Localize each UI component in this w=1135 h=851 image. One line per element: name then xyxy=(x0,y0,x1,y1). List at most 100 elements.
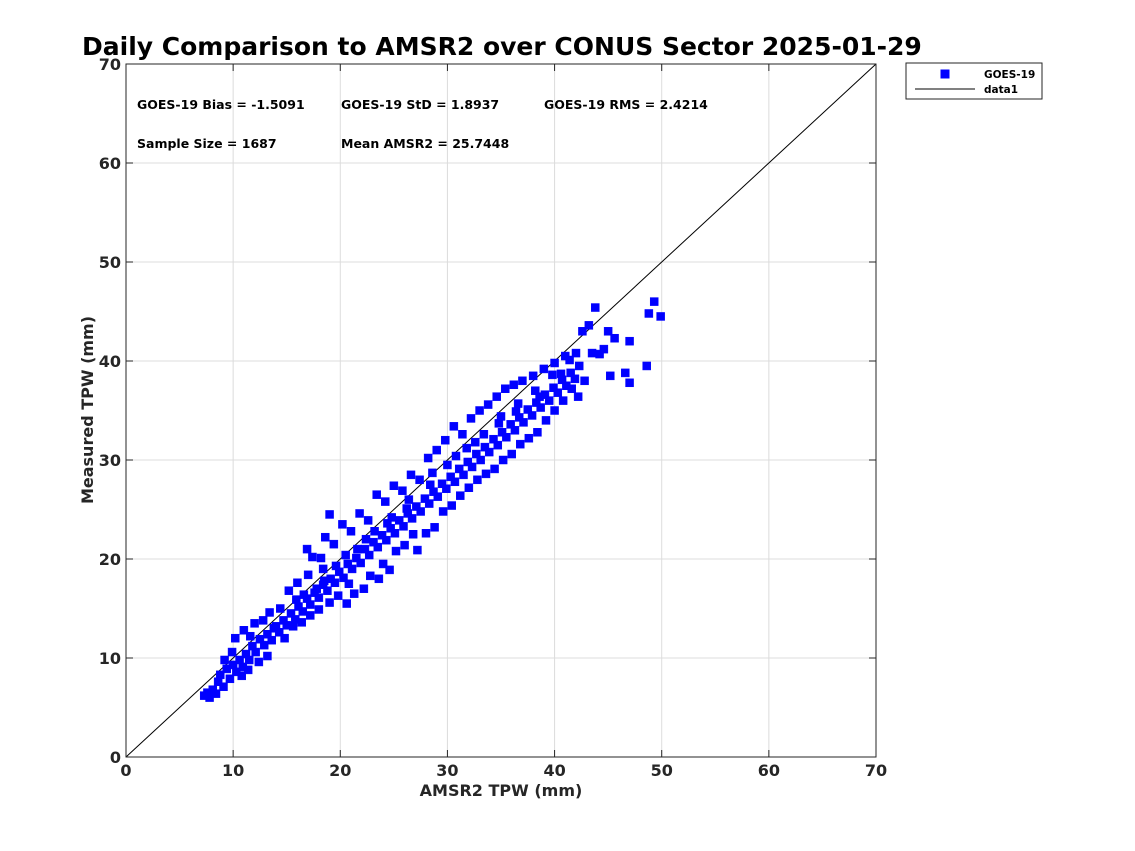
data-point xyxy=(359,584,369,593)
x-tick-label: 40 xyxy=(543,761,565,780)
data-point xyxy=(280,633,289,643)
data-point xyxy=(578,327,587,336)
data-point xyxy=(254,657,264,667)
y-tick-label: 10 xyxy=(99,649,121,668)
data-point xyxy=(406,470,416,480)
data-point xyxy=(433,492,443,501)
data-point xyxy=(302,544,312,554)
data-point xyxy=(372,490,381,499)
legend-marker-goes19 xyxy=(940,69,950,79)
data-point xyxy=(610,333,619,343)
data-point xyxy=(430,523,439,532)
data-point xyxy=(454,464,464,474)
data-point xyxy=(269,624,279,633)
y-axis-label: Measured TPW (mm) xyxy=(78,316,97,504)
data-point xyxy=(284,586,294,595)
data-point xyxy=(344,579,354,588)
data-point xyxy=(373,542,383,552)
data-point xyxy=(299,590,309,599)
axes-box xyxy=(125,63,877,758)
data-point xyxy=(424,499,434,508)
data-point xyxy=(303,570,313,580)
y-tick-label: 30 xyxy=(99,451,121,470)
data-point xyxy=(498,455,508,465)
data-point xyxy=(565,355,574,365)
legend-label-data1: data1 xyxy=(984,84,1018,96)
data-point xyxy=(331,561,341,571)
data-point xyxy=(507,449,516,459)
data-point xyxy=(400,540,409,550)
data-point xyxy=(574,361,584,371)
stat-std: GOES-19 StD = 1.8937 xyxy=(341,97,499,112)
data-point xyxy=(442,484,451,493)
data-point xyxy=(329,539,339,549)
data-point xyxy=(603,327,613,336)
y-tick-label: 20 xyxy=(99,550,121,569)
data-point xyxy=(220,655,229,665)
data-point xyxy=(441,435,450,445)
data-point xyxy=(566,368,575,378)
data-point xyxy=(333,591,343,600)
data-point xyxy=(510,426,520,435)
x-tick-label: 70 xyxy=(865,761,887,780)
data-point xyxy=(325,510,334,519)
data-point xyxy=(472,449,481,459)
data-point xyxy=(490,464,499,474)
stat-bias: GOES-19 Bias = -1.5091 xyxy=(137,97,305,112)
data-point xyxy=(591,303,600,312)
data-point xyxy=(349,589,359,598)
data-point xyxy=(466,414,476,423)
data-point xyxy=(391,546,401,556)
data-point xyxy=(428,468,437,478)
data-point xyxy=(518,376,527,386)
legend: GOES-19 data1 xyxy=(905,62,1043,100)
data-point xyxy=(649,297,659,306)
chart-title: Daily Comparison to AMSR2 over CONUS Sec… xyxy=(82,32,922,61)
data-point xyxy=(463,457,473,467)
data-point xyxy=(450,477,460,487)
data-point xyxy=(475,406,484,415)
y-tick-label: 50 xyxy=(99,253,121,272)
data-point xyxy=(642,361,651,371)
data-point xyxy=(449,422,459,431)
scatter-points xyxy=(199,297,665,702)
x-tick-label: 30 xyxy=(436,761,458,780)
identity-line xyxy=(125,63,877,758)
data-point xyxy=(523,405,533,414)
data-point xyxy=(489,434,498,444)
data-point xyxy=(325,598,334,607)
data-point xyxy=(306,611,315,620)
data-point xyxy=(467,462,477,472)
data-point xyxy=(458,430,467,439)
data-point xyxy=(501,384,510,393)
data-point xyxy=(556,369,566,379)
data-point xyxy=(528,371,538,381)
data-point xyxy=(339,573,348,583)
data-point xyxy=(239,626,249,635)
data-point xyxy=(413,545,422,555)
data-point xyxy=(364,550,374,560)
data-point xyxy=(451,451,461,461)
data-point xyxy=(421,529,431,538)
data-point xyxy=(573,392,583,401)
data-point xyxy=(363,516,373,525)
data-point xyxy=(355,509,364,518)
data-point xyxy=(399,522,408,531)
data-point xyxy=(265,608,274,617)
data-point xyxy=(539,364,549,374)
data-point xyxy=(571,348,581,358)
data-point xyxy=(293,578,302,588)
x-tick-label: 10 xyxy=(222,761,244,780)
data-point xyxy=(319,576,329,586)
data-point xyxy=(420,494,430,503)
data-point xyxy=(347,564,357,574)
data-point xyxy=(548,370,557,380)
data-point xyxy=(216,670,225,680)
data-point xyxy=(251,647,260,657)
data-point xyxy=(476,455,485,465)
data-point xyxy=(502,432,511,442)
data-point xyxy=(550,358,559,368)
data-point xyxy=(219,682,228,691)
data-point xyxy=(259,640,269,650)
